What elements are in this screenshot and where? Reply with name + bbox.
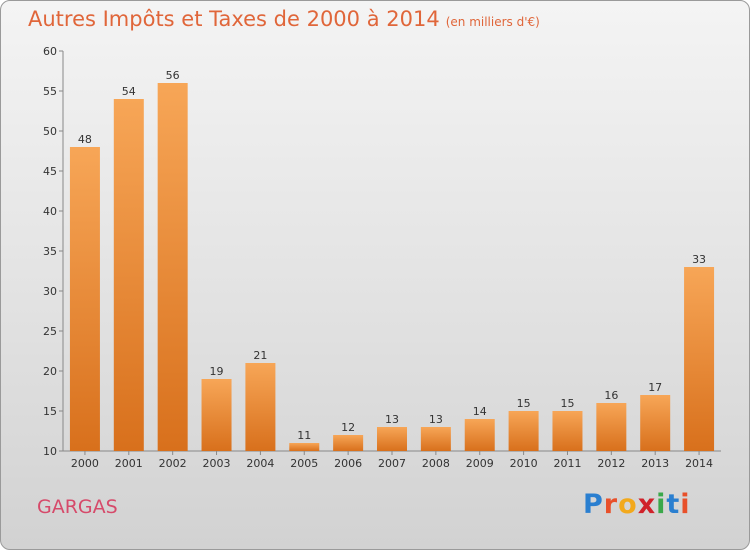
data-label: 12 <box>341 421 355 434</box>
data-label: 15 <box>560 397 574 410</box>
logo-letter: P <box>583 489 604 520</box>
logo-letter: i <box>680 489 691 520</box>
bar <box>552 411 583 451</box>
chart-axes: 10 15 20 25 30 35 40 45 50 55 60 2000 2001 2002 2003 20… <box>43 45 721 470</box>
y-tick-label: 50 <box>43 125 57 138</box>
x-tick-label: 2005 <box>290 457 318 470</box>
bar <box>113 99 144 451</box>
data-label: 17 <box>648 381 662 394</box>
x-tick-label: 2002 <box>159 457 187 470</box>
x-tick-label: 2001 <box>115 457 143 470</box>
data-label: 15 <box>517 397 531 410</box>
bar <box>640 395 671 451</box>
logo-letter: t <box>666 489 681 520</box>
data-label: 56 <box>166 69 180 82</box>
chart-title-text: Autres Impôts et Taxes de 2000 à 2014 <box>28 7 440 31</box>
chart-subtitle: (en milliers d'€) <box>445 15 540 29</box>
x-tick-label: 2008 <box>422 457 450 470</box>
data-label: 48 <box>78 133 92 146</box>
x-tick-label: 2014 <box>685 457 713 470</box>
bar <box>289 443 320 451</box>
data-label: 11 <box>297 429 311 442</box>
y-tick-label: 40 <box>43 205 57 218</box>
data-label: 21 <box>253 349 267 362</box>
y-tick-label: 15 <box>43 405 57 418</box>
bar <box>201 379 232 451</box>
x-tick-label: 2006 <box>334 457 362 470</box>
data-label: 33 <box>692 253 706 266</box>
logo-letter: x <box>637 489 657 520</box>
chart-title: Autres Impôts et Taxes de 2000 à 2014 (en… <box>28 7 540 31</box>
chart-bars: 48 54 56 19 21 11 12 13 13 14 15 15 16 17 33 <box>69 69 715 451</box>
x-tick-label: 2000 <box>71 457 99 470</box>
x-tick-label: 2012 <box>597 457 625 470</box>
x-tick-label: 2003 <box>203 457 231 470</box>
logo-letter: r <box>603 489 619 520</box>
data-label: 14 <box>473 405 487 418</box>
y-tick-label: 30 <box>43 285 57 298</box>
data-label: 16 <box>604 389 618 402</box>
y-tick-label: 20 <box>43 365 57 378</box>
bar <box>684 267 715 451</box>
proxiti-logo: Proxiti <box>583 489 691 520</box>
data-label: 19 <box>210 365 224 378</box>
bar <box>157 83 188 451</box>
data-label: 13 <box>385 413 399 426</box>
x-tick-label: 2009 <box>466 457 494 470</box>
bar <box>333 435 364 451</box>
logo-letter: i <box>656 489 667 520</box>
bar <box>420 427 451 451</box>
logo-letter: o <box>618 489 638 520</box>
y-tick-label: 60 <box>43 45 57 58</box>
bar <box>245 363 276 451</box>
y-tick-label: 10 <box>43 445 57 458</box>
x-tick-label: 2007 <box>378 457 406 470</box>
bar <box>508 411 539 451</box>
data-label: 13 <box>429 413 443 426</box>
bar <box>596 403 627 451</box>
y-tick-label: 45 <box>43 165 57 178</box>
x-tick-label: 2010 <box>510 457 538 470</box>
x-tick-label: 2004 <box>246 457 274 470</box>
data-label: 54 <box>122 85 136 98</box>
y-tick-label: 35 <box>43 245 57 258</box>
x-tick-label: 2011 <box>553 457 581 470</box>
bar <box>464 419 495 451</box>
bar <box>377 427 407 451</box>
location-label: GARGAS <box>37 496 118 518</box>
x-tick-label: 2013 <box>641 457 669 470</box>
y-tick-label: 55 <box>43 85 57 98</box>
y-tick-label: 25 <box>43 325 57 338</box>
bar <box>69 147 100 451</box>
